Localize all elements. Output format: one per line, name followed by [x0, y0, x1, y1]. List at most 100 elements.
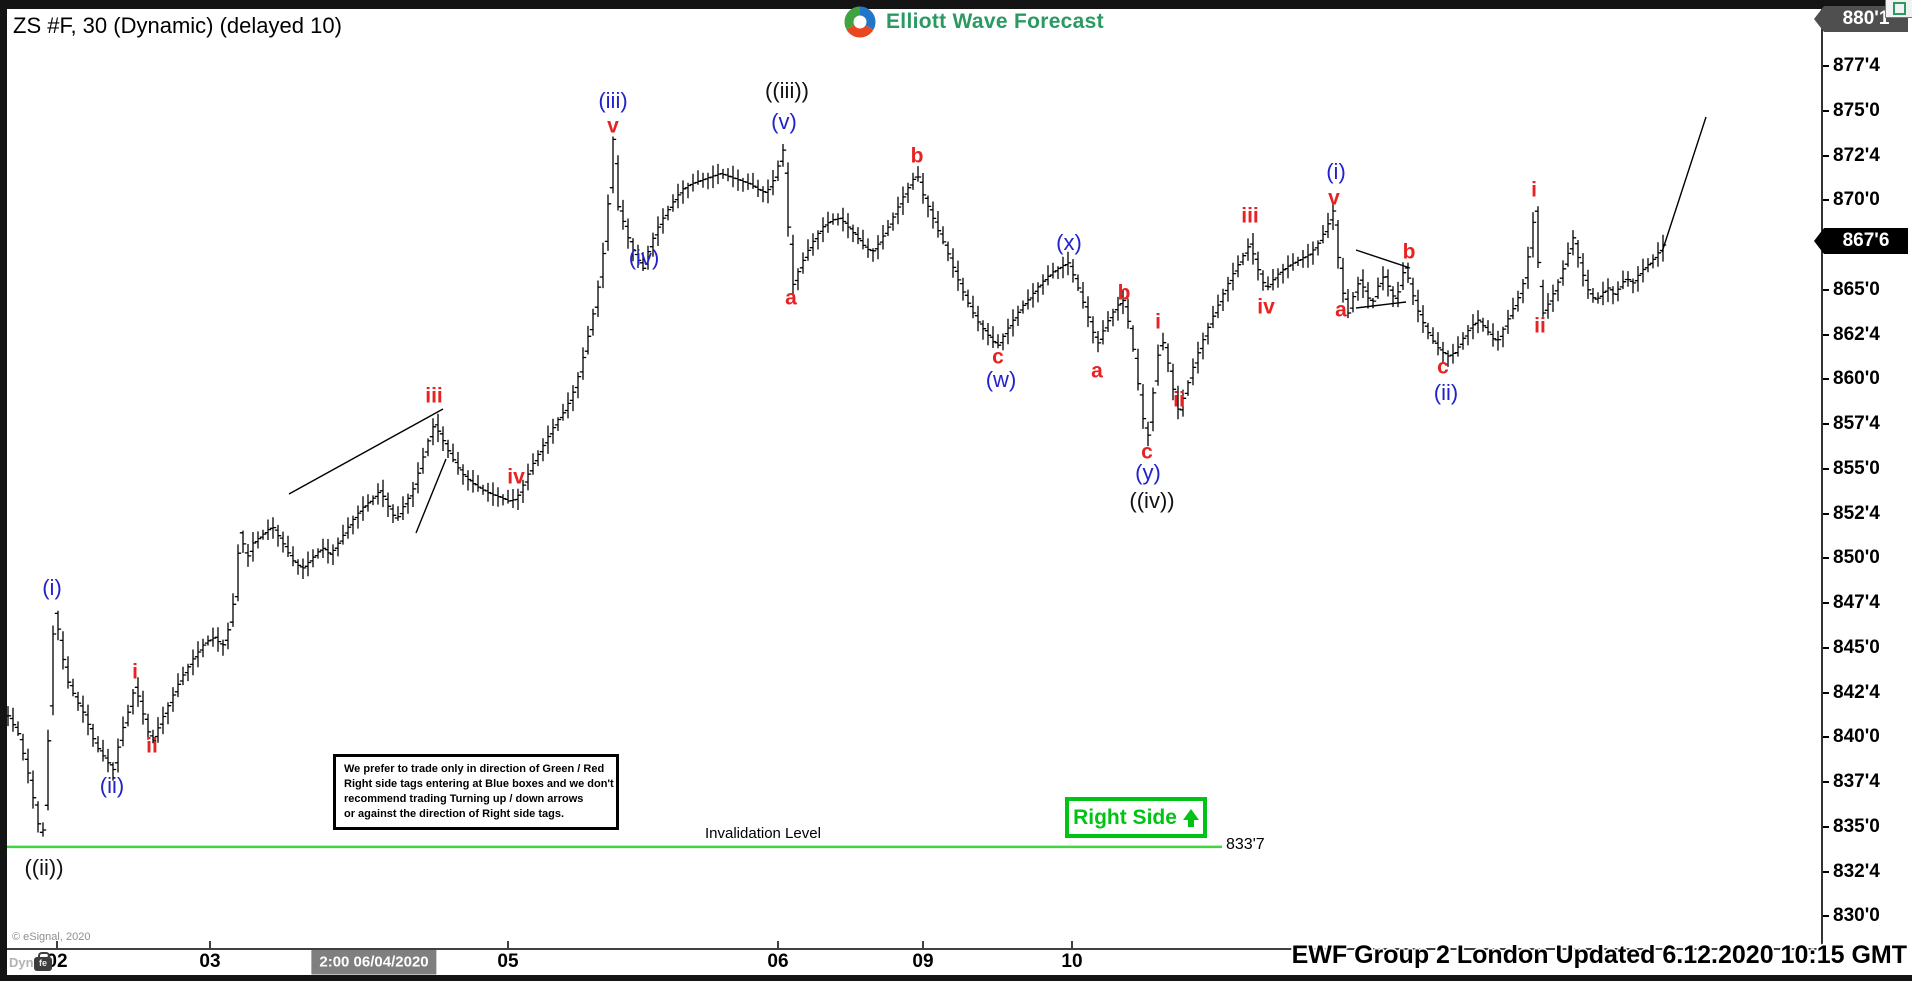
time-axis-label: 03 — [199, 951, 221, 972]
wave-label-red: ii — [1534, 314, 1546, 338]
price-axis-label: 870'0 — [1833, 189, 1880, 211]
price-tick-mark — [1823, 557, 1829, 560]
chart-title: ZS #F, 30 (Dynamic) (delayed 10) — [13, 13, 342, 38]
price-chart-plot[interactable] — [0, 0, 1912, 950]
time-tick-marks — [56, 941, 1073, 948]
disclaimer-line: Right side tags entering at Blue boxes a… — [344, 778, 614, 790]
axis-frame — [7, 9, 1823, 950]
price-tick-mark — [1823, 467, 1829, 470]
price-tick-mark — [1823, 333, 1829, 336]
disclaimer-box: We prefer to trade only in direction of … — [333, 754, 619, 830]
wave-label-blue: (iv) — [628, 245, 660, 270]
price-tick-mark — [1823, 154, 1829, 157]
wave-label-blue: (ii) — [1433, 380, 1459, 405]
wave-label-red: ii — [1173, 388, 1185, 412]
wave-label-red: i — [1155, 310, 1161, 334]
wave-label-red: i — [132, 660, 138, 684]
wave-label-blue: (i) — [1326, 159, 1346, 184]
wave-label-red: a — [1091, 359, 1103, 383]
price-axis-label: 852'4 — [1833, 502, 1880, 524]
wave-label-blue: (y) — [1135, 460, 1161, 485]
price-tick-mark — [1823, 288, 1829, 291]
corner-widget-button[interactable] — [1885, 0, 1912, 18]
wave-label-red: b — [1402, 240, 1416, 264]
wave-label-red: ii — [146, 734, 158, 758]
delayed-lock-glyph: fe — [38, 958, 47, 968]
price-tick-mark — [1823, 199, 1829, 202]
window-left-border — [0, 0, 7, 981]
wave-label-red: c — [992, 345, 1004, 369]
time-axis-label: 06 — [767, 951, 789, 972]
time-axis-label: 05 — [497, 951, 519, 972]
wave-label-red: a — [1335, 298, 1347, 322]
price-axis-label: 840'0 — [1833, 726, 1880, 748]
brand-logo-text: Elliott Wave Forecast — [886, 10, 1104, 33]
wave-label-red: iii — [425, 384, 443, 408]
disclaimer-line: or against the direction of Right side t… — [344, 808, 565, 820]
price-tick-mark — [1823, 691, 1829, 694]
disclaimer-line: We prefer to trade only in direction of … — [344, 763, 605, 775]
price-axis-label: 865'0 — [1833, 278, 1880, 300]
price-tick-mark — [1823, 781, 1829, 783]
wave-label-blue: (ii) — [99, 773, 125, 798]
trendlines — [288, 116, 1707, 534]
corner-widget-icon — [1892, 2, 1906, 15]
wave-label-red: iii — [1241, 204, 1259, 228]
wave-label-blue: (w) — [985, 367, 1017, 392]
ohlc-bars — [4, 136, 1667, 837]
time-axis-label: 09 — [912, 951, 934, 972]
wave-label-blue: (i) — [42, 575, 62, 600]
update-caption: EWF Group 2 London Updated 6.12.2020 10:… — [1291, 941, 1907, 969]
price-tick-mark — [1823, 870, 1829, 873]
price-axis-label: 837'4 — [1833, 771, 1880, 792]
price-axis-label: 857'4 — [1833, 413, 1880, 434]
right-side-label: Right Side — [1073, 805, 1177, 829]
time-axis-cursor-tag: 2:00 06/04/2020 — [311, 949, 437, 975]
time-axis-label: 10 — [1061, 951, 1083, 972]
price-axis-label: 872'4 — [1833, 144, 1880, 166]
right-side-tag: Right Side — [1065, 797, 1207, 838]
price-axis-label: 860'0 — [1833, 368, 1880, 390]
price-axis-label: 855'0 — [1833, 457, 1880, 479]
disclaimer-line: recommend trading Turning up / down arro… — [344, 793, 584, 805]
price-axis-label: 877'4 — [1833, 55, 1880, 76]
price-tick-mark — [1823, 378, 1829, 381]
price-axis-label: 862'4 — [1833, 323, 1880, 345]
wave-label-black: ((ii)) — [24, 855, 64, 880]
wave-label-black: ((iv)) — [1129, 488, 1175, 513]
wave-label-blue: (v) — [771, 109, 797, 134]
invalidation-label: Invalidation Level — [705, 825, 821, 842]
wave-label-black: ((iii)) — [765, 78, 809, 103]
invalidation-price: 833'7 — [1226, 836, 1265, 853]
wave-label-red: i — [1531, 178, 1537, 202]
wave-label-red: iv — [507, 465, 525, 489]
price-tick-mark — [1823, 65, 1829, 67]
price-tick-mark — [1823, 109, 1829, 112]
wave-label-red: v — [607, 114, 619, 138]
price-axis-label: 842'4 — [1833, 681, 1880, 703]
window-top-border — [0, 0, 1912, 9]
wave-label-red: iv — [1257, 295, 1275, 319]
delayed-lock-icon[interactable]: fe — [34, 952, 52, 971]
price-tick-mark — [1823, 825, 1829, 828]
wave-label-red: c — [1437, 355, 1449, 379]
brand-logo: Elliott Wave Forecast — [842, 4, 1104, 40]
price-tick-mark — [1823, 512, 1829, 515]
wave-label-red: a — [785, 286, 797, 310]
price-tick-mark — [1823, 736, 1829, 739]
wave-label-red: v — [1328, 186, 1340, 210]
brand-logo-icon — [844, 6, 876, 38]
price-axis-label: 830'0 — [1833, 905, 1880, 927]
price-tick-mark — [1823, 915, 1829, 918]
price-tick-mark — [1823, 423, 1829, 425]
price-axis-label: 845'0 — [1833, 636, 1880, 658]
price-tick-mark — [1823, 646, 1829, 649]
wave-label-red: b — [1117, 281, 1131, 305]
window-bottom-border — [0, 975, 1912, 981]
price-tick-mark — [1823, 602, 1829, 604]
price-axis-label: 875'0 — [1833, 99, 1880, 121]
wave-label-red: c — [1141, 440, 1153, 464]
price-axis-label: 832'4 — [1833, 860, 1880, 882]
price-axis-label: 835'0 — [1833, 815, 1880, 837]
